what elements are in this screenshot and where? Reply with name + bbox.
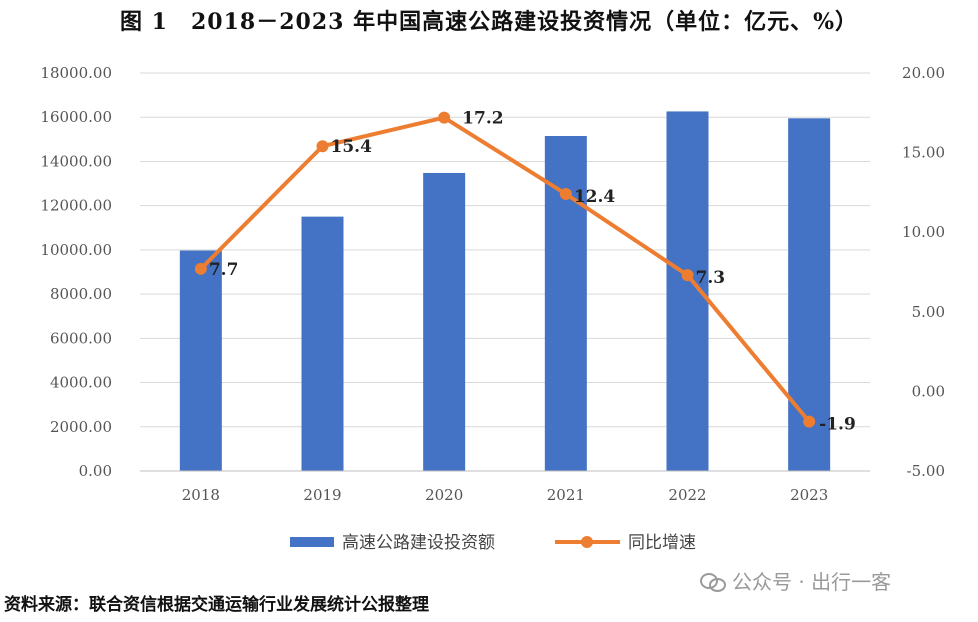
growth-rate-line	[199, 115, 811, 423]
left-tick-label: 4000.00	[50, 374, 112, 392]
right-tick-label: 15.00	[902, 144, 945, 162]
watermark-text: 公众号 · 出行一客	[732, 570, 892, 594]
growth-data-label: 17.2	[462, 109, 503, 129]
right-tick-label: 0.00	[912, 382, 945, 400]
right-tick-label: 20.00	[902, 64, 945, 82]
growth-data-label: 12.4	[574, 187, 616, 207]
left-tick-label: 18000.00	[40, 64, 112, 82]
right-tick-label: 10.00	[902, 223, 945, 241]
growth-point-2018	[194, 262, 207, 275]
growth-point-2019	[316, 140, 329, 153]
bar-investment-2020	[423, 172, 466, 471]
left-tick-label: 2000.00	[50, 418, 112, 436]
legend-label-growth: 同比增速	[628, 533, 696, 553]
chart-title: 图 1 2018－2023 年中国高速公路建设投资情况（单位：亿元、%）	[120, 9, 858, 35]
growth-data-label: -1.9	[819, 415, 856, 435]
legend-label-investment: 高速公路建设投资额	[342, 533, 495, 553]
growth-data-label: 7.7	[209, 260, 239, 280]
growth-point-2023	[803, 415, 816, 428]
x-tick-label: 2019	[303, 486, 341, 504]
growth-data-label: 15.4	[331, 137, 373, 157]
growth-data-label: 7.3	[696, 268, 726, 288]
bar-investment-2018	[179, 250, 222, 471]
bar-investment-2023	[788, 118, 831, 471]
wechat-icon	[700, 571, 726, 592]
left-tick-label: 10000.00	[40, 241, 112, 259]
x-tick-label: 2018	[182, 486, 220, 504]
growth-point-2022	[681, 269, 694, 282]
right-tick-label: 5.00	[912, 303, 945, 321]
left-tick-label: 14000.00	[40, 152, 112, 170]
x-tick-label: 2021	[547, 486, 585, 504]
x-tick-label: 2020	[425, 486, 463, 504]
left-tick-label: 8000.00	[50, 285, 112, 303]
x-tick-label: 2023	[790, 486, 828, 504]
growth-point-2020	[438, 111, 451, 124]
left-tick-label: 6000.00	[50, 329, 112, 347]
legend-bar-swatch	[290, 537, 334, 547]
left-tick-label: 12000.00	[40, 197, 112, 215]
bar-investment-2019	[301, 216, 344, 471]
right-tick-label: -5.00	[907, 462, 945, 480]
legend-line-marker	[581, 536, 593, 548]
growth-point-2021	[559, 187, 572, 200]
x-tick-label: 2022	[668, 486, 706, 504]
left-tick-label: 16000.00	[40, 108, 112, 126]
left-tick-label: 0.00	[79, 462, 112, 480]
watermark: 公众号 · 出行一客	[700, 566, 891, 595]
source-note: 资料来源：联合资信根据交通运输行业发展统计公报整理	[4, 595, 429, 615]
